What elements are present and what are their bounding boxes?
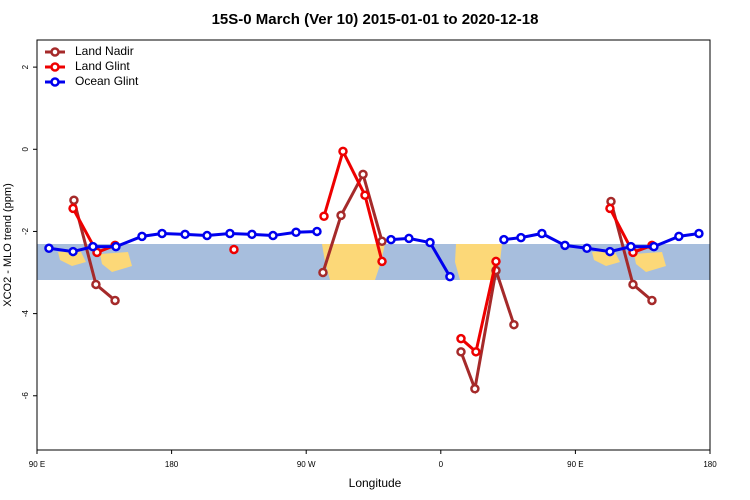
x-tick-label: 0: [439, 460, 444, 469]
point: [377, 236, 387, 247]
point: [137, 231, 147, 242]
point: [180, 229, 190, 240]
point: [68, 203, 78, 214]
y-tick-label: -2: [21, 227, 30, 235]
plot-frame: [36, 39, 711, 451]
point: [319, 211, 329, 221]
point: [358, 169, 368, 180]
point: [491, 256, 501, 267]
y-axis-label: XCO2 - MLO trend (ppm): [2, 183, 14, 306]
point: [338, 146, 348, 157]
point: [626, 241, 636, 252]
series-line: [72, 170, 653, 395]
x-tick-label: 180: [165, 460, 179, 469]
point: [425, 237, 435, 248]
point: [69, 195, 79, 205]
point: [88, 241, 98, 252]
point: [509, 319, 519, 330]
point: [537, 228, 547, 239]
point: [560, 240, 570, 251]
point: [649, 241, 659, 252]
point: [91, 279, 101, 290]
point: [202, 230, 212, 241]
legend-marker: [50, 77, 60, 87]
point: [377, 256, 387, 267]
point: [44, 243, 54, 254]
point: [111, 241, 121, 252]
legend-label: Land Glint: [75, 59, 130, 73]
y-tick-label: 0: [21, 147, 30, 152]
point: [336, 210, 346, 221]
point: [225, 228, 235, 239]
point: [229, 244, 239, 255]
point: [157, 228, 167, 239]
legend-label: Land Nadir: [75, 44, 134, 58]
point: [312, 226, 322, 237]
map-land: [58, 244, 666, 280]
legend-marker: [50, 47, 60, 57]
point: [516, 232, 526, 243]
x-tick-label: 90 E: [567, 460, 583, 469]
point: [628, 279, 638, 290]
point: [456, 333, 466, 344]
point: [110, 295, 120, 306]
y-tick-label: 2: [21, 64, 30, 69]
y-tick-label: -6: [21, 392, 30, 400]
point: [291, 227, 301, 238]
point: [360, 190, 370, 201]
point: [470, 384, 480, 394]
point: [445, 271, 455, 282]
point: [605, 203, 615, 214]
point: [404, 233, 414, 244]
point: [268, 230, 278, 241]
x-tick-label: 90 W: [297, 460, 316, 469]
point: [647, 295, 657, 306]
point: [471, 347, 481, 357]
point: [318, 267, 328, 278]
point: [247, 229, 257, 240]
x-tick-label: 90 E: [29, 460, 45, 469]
point: [694, 228, 704, 239]
point: [674, 231, 684, 242]
x-tick-label: 180: [703, 460, 717, 469]
point: [582, 243, 592, 254]
point: [456, 347, 466, 357]
legend-label: Ocean Glint: [75, 74, 139, 88]
legend-marker: [50, 62, 60, 72]
point: [499, 234, 509, 245]
point: [605, 246, 615, 257]
chart-title: 15S-0 March (Ver 10) 2015-01-01 to 2020-…: [212, 11, 539, 28]
y-tick-label: -4: [21, 310, 30, 318]
point: [68, 246, 78, 257]
x-axis-label: Longitude: [349, 476, 402, 490]
point: [386, 234, 396, 245]
